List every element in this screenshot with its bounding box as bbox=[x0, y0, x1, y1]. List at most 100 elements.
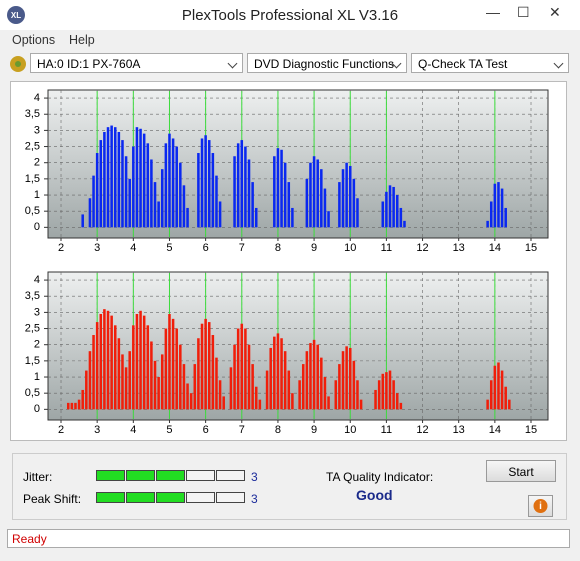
bar bbox=[99, 140, 103, 228]
bar bbox=[486, 399, 489, 410]
meter-segment-on bbox=[126, 470, 155, 481]
bar bbox=[280, 338, 283, 410]
bar bbox=[139, 310, 142, 410]
bar bbox=[236, 143, 240, 228]
x-tick-label: 12 bbox=[416, 424, 428, 436]
bar bbox=[320, 169, 323, 228]
bar bbox=[334, 380, 338, 410]
bar bbox=[193, 364, 197, 410]
menu-item[interactable]: Help bbox=[69, 33, 95, 47]
jitter-value: 3 bbox=[251, 470, 258, 484]
x-tick-label: 3 bbox=[94, 424, 100, 436]
bar bbox=[312, 339, 316, 410]
bar bbox=[312, 156, 316, 228]
bar bbox=[233, 344, 236, 410]
bar bbox=[403, 220, 406, 228]
bar bbox=[395, 393, 399, 410]
x-tick-label: 4 bbox=[130, 242, 136, 254]
bar bbox=[189, 393, 193, 410]
y-tick-label: 1,5 bbox=[25, 355, 40, 367]
bar bbox=[374, 389, 377, 410]
test-select[interactable]: Q-Check TA Test bbox=[411, 53, 569, 73]
info-button[interactable]: i bbox=[528, 495, 553, 517]
bar bbox=[171, 138, 175, 228]
bar bbox=[124, 156, 128, 228]
bar bbox=[92, 175, 95, 228]
bar bbox=[142, 133, 146, 228]
x-tick-label: 4 bbox=[130, 424, 136, 436]
app-icon: XL bbox=[7, 6, 25, 24]
menu-item[interactable]: Options bbox=[12, 33, 56, 47]
bar bbox=[135, 314, 139, 410]
x-tick-label: 11 bbox=[381, 424, 392, 436]
ta-quality-result: Good bbox=[356, 487, 393, 503]
bar bbox=[486, 220, 489, 228]
bar bbox=[309, 343, 312, 410]
bar bbox=[388, 370, 392, 410]
maximize-button[interactable]: ☐ bbox=[517, 4, 530, 20]
bar bbox=[305, 178, 309, 228]
bar bbox=[244, 328, 247, 410]
bar bbox=[121, 354, 124, 410]
bar bbox=[142, 315, 146, 410]
meter-segment-on bbox=[96, 470, 125, 481]
x-tick-label: 10 bbox=[344, 242, 356, 254]
bar bbox=[168, 314, 171, 410]
meter-segment-on bbox=[96, 492, 125, 503]
bar bbox=[247, 344, 251, 410]
bar bbox=[385, 372, 388, 410]
bar bbox=[110, 125, 113, 228]
bar bbox=[182, 364, 186, 410]
bar bbox=[124, 367, 128, 410]
bar bbox=[113, 127, 117, 228]
bar bbox=[508, 399, 511, 410]
bar bbox=[103, 309, 106, 410]
y-tick-label: 3 bbox=[34, 124, 40, 136]
bar bbox=[251, 364, 254, 410]
x-tick-label: 8 bbox=[275, 242, 281, 254]
bar bbox=[157, 377, 160, 410]
x-tick-label: 3 bbox=[94, 242, 100, 254]
bar bbox=[200, 323, 204, 410]
bar bbox=[320, 357, 323, 410]
bar bbox=[200, 138, 204, 228]
bar bbox=[233, 156, 236, 228]
start-button[interactable]: Start bbox=[486, 460, 556, 482]
y-tick-label: 0 bbox=[34, 403, 40, 415]
bar bbox=[392, 186, 395, 228]
bar bbox=[500, 188, 504, 228]
x-tick-label: 15 bbox=[525, 424, 537, 436]
x-tick-label: 2 bbox=[58, 242, 64, 254]
title-bar: XL PlexTools Professional XL V3.16 — ☐ ✕ bbox=[0, 0, 580, 30]
bar bbox=[197, 338, 200, 410]
x-tick-label: 14 bbox=[489, 424, 501, 436]
minimize-button[interactable]: — bbox=[486, 4, 500, 20]
bar bbox=[392, 380, 395, 410]
x-tick-label: 6 bbox=[203, 424, 209, 436]
x-tick-label: 15 bbox=[525, 242, 537, 254]
bar bbox=[182, 185, 186, 228]
bar bbox=[215, 357, 218, 410]
close-button[interactable]: ✕ bbox=[549, 4, 561, 20]
bar bbox=[327, 211, 330, 228]
drive-select[interactable]: HA:0 ID:1 PX-760A bbox=[30, 53, 243, 73]
peak-shift-value: 3 bbox=[251, 492, 258, 506]
bar bbox=[280, 149, 283, 228]
bar bbox=[251, 182, 254, 228]
bar bbox=[74, 402, 77, 410]
x-tick-label: 7 bbox=[239, 424, 245, 436]
function-select[interactable]: DVD Diagnostic Functions bbox=[247, 53, 407, 73]
bar bbox=[493, 365, 497, 410]
bar bbox=[399, 207, 403, 228]
result-group bbox=[12, 453, 567, 520]
bar bbox=[240, 323, 244, 410]
bar bbox=[106, 310, 110, 410]
bar bbox=[99, 314, 103, 410]
y-tick-label: 3,5 bbox=[25, 108, 40, 120]
bar bbox=[352, 360, 356, 410]
bar bbox=[265, 370, 269, 410]
bar bbox=[77, 399, 81, 410]
bar bbox=[95, 153, 99, 228]
bar bbox=[504, 207, 507, 228]
bar bbox=[301, 364, 305, 410]
